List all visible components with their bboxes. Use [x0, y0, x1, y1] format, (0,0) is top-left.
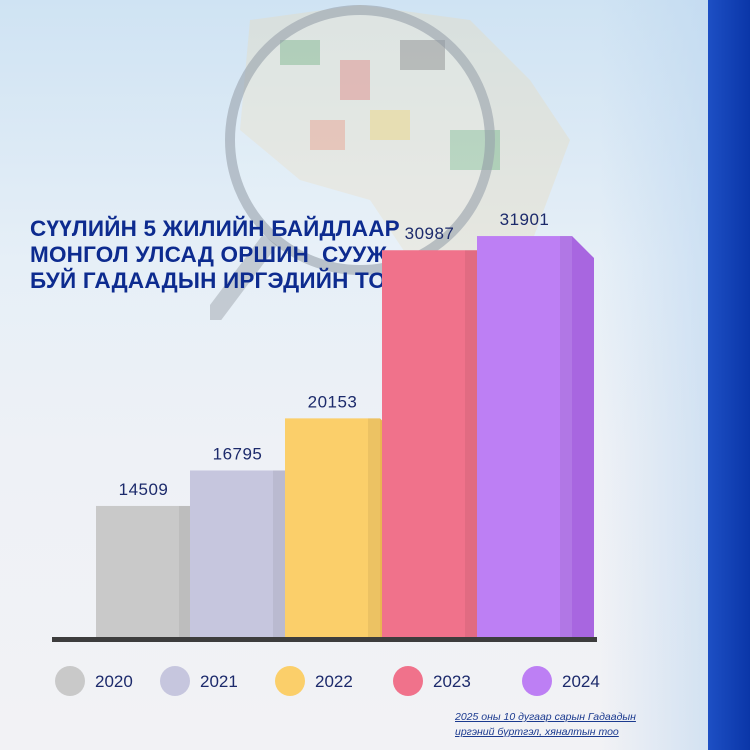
legend-label-2023: 2023 — [433, 672, 471, 691]
title-line-2: МОНГОЛ УЛСАД ОРШИН СУУЖ — [30, 242, 388, 267]
legend-marker-2022 — [275, 666, 305, 696]
bar-shade-2022 — [368, 418, 380, 638]
source-line-2: иргэний бүртгэл, хяналтын тоо — [455, 726, 619, 738]
legend-marker-2024 — [522, 666, 552, 696]
background-fade — [600, 0, 708, 750]
source-line-1: 2025 оны 10 дугаар сарын Гадаадын — [455, 711, 636, 723]
title-line-3: БУЙ ГАДААДЫН ИРГЭДИЙН ТОО — [30, 268, 404, 293]
bar-2020 — [96, 505, 191, 638]
legend-label-2021: 2021 — [200, 672, 238, 691]
bar-2024 — [477, 236, 572, 638]
source-note[interactable]: 2025 оны 10 дугаар сарын Гадаадын иргэни… — [455, 710, 636, 740]
bar-2022 — [285, 418, 380, 638]
bar-shade-2020 — [179, 505, 191, 638]
africa-map-magnifier-illustration — [210, 5, 570, 320]
data-label-2024: 31901 — [500, 210, 550, 229]
bar-shade-2023 — [465, 250, 477, 639]
legend-label-2022: 2022 — [315, 672, 353, 691]
chart-title: СҮҮЛИЙН 5 ЖИЛИЙН БАЙДЛААР МОНГОЛ УЛСАД О… — [30, 216, 404, 294]
bar-2023 — [382, 250, 477, 639]
bar-2021 — [190, 470, 285, 638]
title-line-1: СҮҮЛИЙН 5 ЖИЛИЙН БАЙДЛААР — [30, 216, 400, 241]
legend-marker-2023 — [393, 666, 423, 696]
legend-marker-2020 — [55, 666, 85, 696]
x-axis-baseline — [52, 637, 597, 642]
legend-label-2020: 2020 — [95, 672, 133, 691]
data-label-2023: 30987 — [405, 224, 455, 243]
data-label-2021: 16795 — [213, 444, 263, 463]
legend-marker-2021 — [160, 666, 190, 696]
bar-side-2024 — [572, 236, 594, 638]
data-label-2022: 20153 — [308, 392, 358, 411]
bar-shade-2024 — [560, 236, 572, 638]
blue-side-strip — [708, 0, 750, 750]
data-label-2020: 14509 — [119, 480, 169, 499]
bar-shade-2021 — [273, 470, 285, 638]
legend-label-2024: 2024 — [562, 672, 600, 691]
